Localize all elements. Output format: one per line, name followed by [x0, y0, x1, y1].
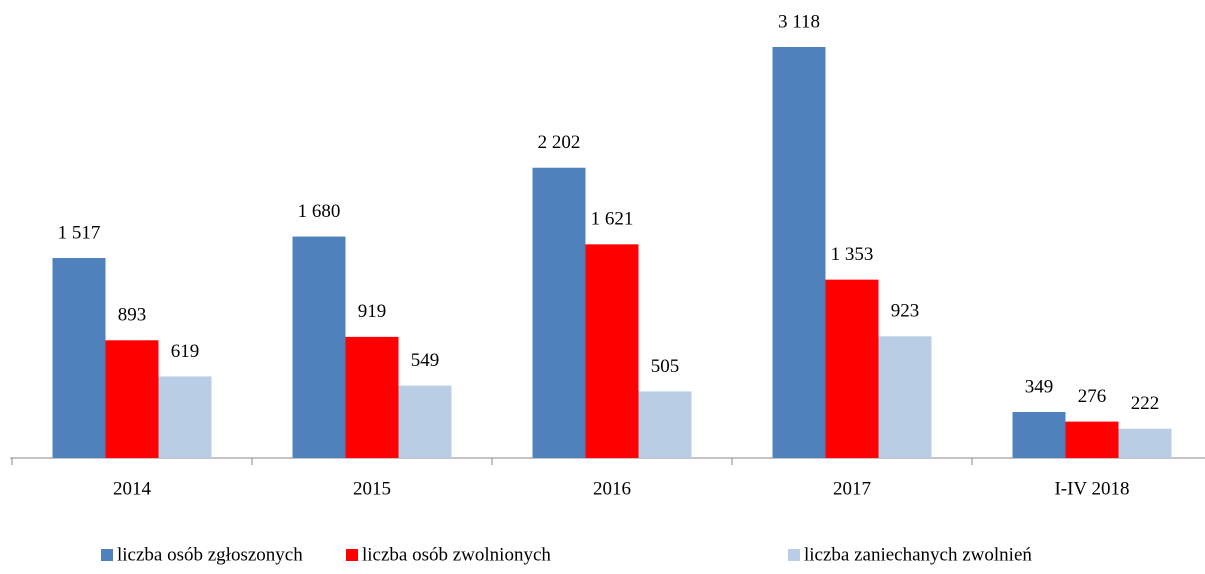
bar: [158, 376, 212, 458]
value-label: 505: [651, 356, 680, 377]
bar: [1065, 421, 1119, 458]
legend-swatch: [788, 549, 800, 561]
value-label: 222: [1131, 393, 1160, 414]
x-tick-label: 2017: [833, 478, 871, 499]
value-label: 1 517: [58, 222, 101, 243]
value-label: 919: [358, 301, 387, 322]
bar: [52, 258, 106, 458]
legend-label: liczba osób zgłoszonych: [117, 544, 303, 565]
value-label: 1 621: [591, 209, 634, 230]
value-label: 3 118: [778, 11, 820, 32]
bar: [292, 236, 346, 458]
bar: [1012, 411, 1066, 458]
x-tick-label: 2014: [113, 478, 152, 499]
bar: [532, 167, 586, 458]
bar: [398, 385, 452, 458]
x-tick-label: 2016: [593, 478, 631, 499]
value-label: 893: [118, 305, 147, 326]
value-label: 349: [1025, 376, 1054, 397]
legend-swatch: [101, 549, 113, 561]
bar: [878, 336, 932, 458]
value-label: 1 680: [298, 201, 341, 222]
bar: [345, 336, 399, 458]
x-tick-label: I-IV 2018: [1054, 478, 1129, 499]
x-tick-label: 2015: [353, 478, 391, 499]
legend-label: liczba zaniechanych zwolnień: [804, 544, 1032, 565]
value-label: 619: [171, 341, 200, 362]
bar: [638, 391, 692, 458]
value-label: 923: [891, 301, 920, 322]
legend-label: liczba osób zwolnionych: [362, 544, 551, 565]
legend-swatch: [346, 549, 358, 561]
value-label: 1 353: [831, 244, 874, 265]
value-label: 2 202: [538, 132, 581, 153]
value-label: 276: [1078, 386, 1107, 407]
value-label: 549: [411, 350, 440, 371]
bar: [585, 244, 639, 458]
bar: [105, 340, 159, 458]
bar: [825, 279, 879, 458]
bar: [1118, 428, 1172, 458]
bar: [772, 47, 826, 458]
